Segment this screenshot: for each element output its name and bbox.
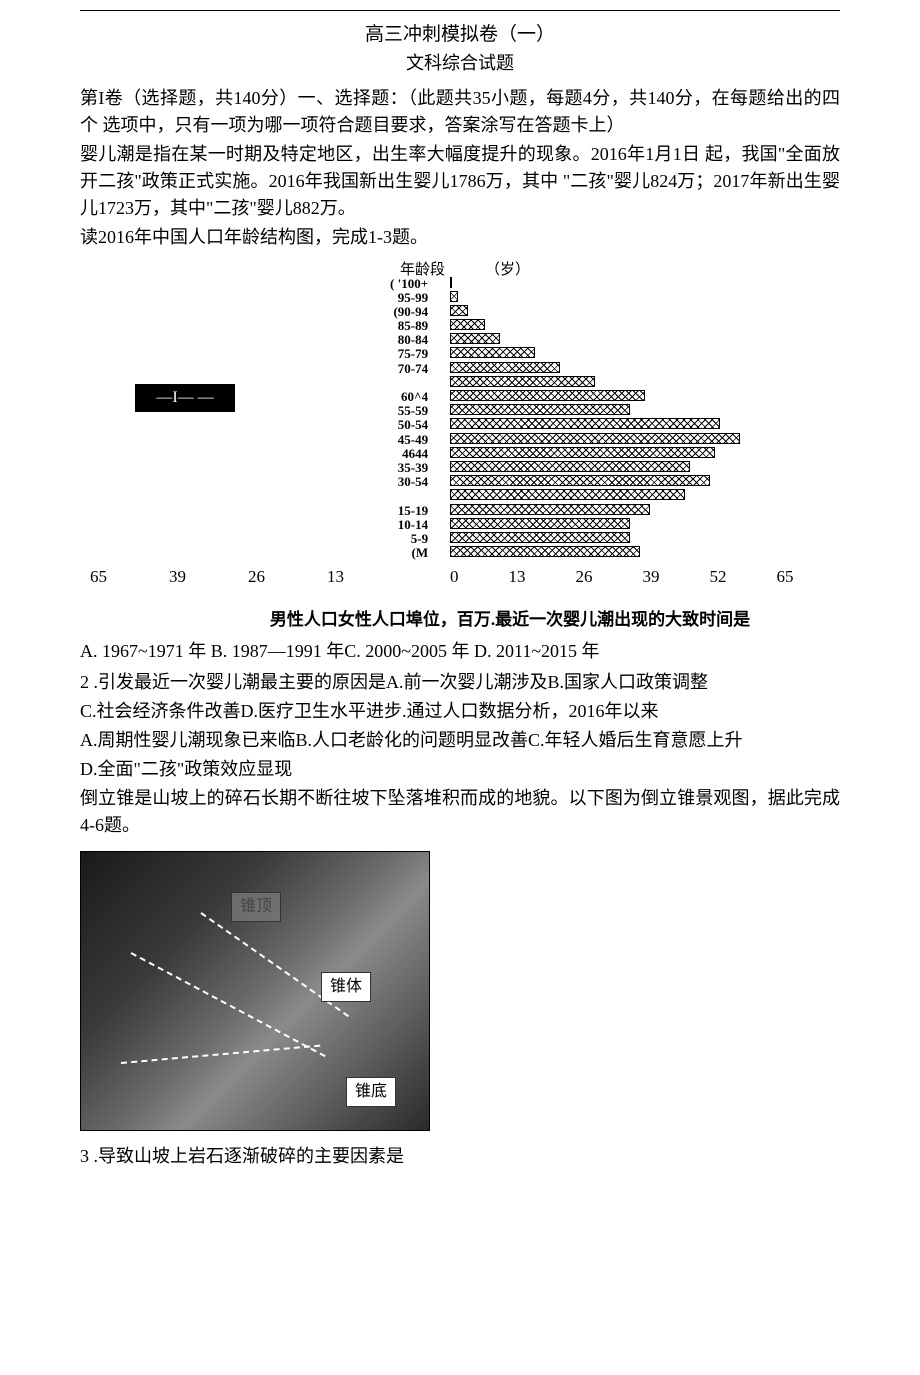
female-bar xyxy=(450,418,720,429)
population-chart: 年龄段 （岁） —I— — ( '100+95-99(90-9485-8980-… xyxy=(80,259,840,599)
age-label: 5-9 xyxy=(390,532,428,546)
age-label: 55-59 xyxy=(390,404,428,418)
female-bar xyxy=(450,447,715,458)
age-label: 50-54 xyxy=(390,418,428,432)
female-bar xyxy=(450,362,560,373)
cone-label-top: 锥顶 xyxy=(231,892,281,922)
x-tick: 52 xyxy=(710,564,727,590)
x-tick: 26 xyxy=(576,564,593,590)
q2-line2: C.社会经济条件改善D.医疗卫生水平进步.通过人口数据分析，2016年以来 xyxy=(80,698,840,725)
doc-title: 高三冲刺模拟卷（一） xyxy=(80,21,840,50)
age-label: 35-39 xyxy=(390,461,428,475)
female-bar xyxy=(450,404,630,415)
x-tick: 0 xyxy=(450,564,459,590)
instructions: 第I卷（选择题，共140分）一、选择题：（此题共35小题，每题4分，共140分，… xyxy=(80,85,840,139)
female-bars xyxy=(450,277,740,561)
x-tick: 65 xyxy=(90,564,107,590)
female-bar xyxy=(450,390,645,401)
x-axis: 65 39 26 13 0 13 26 39 52 65 xyxy=(90,564,830,590)
female-bar xyxy=(450,504,650,515)
x-tick: 39 xyxy=(643,564,660,590)
cone-photo-container: 锥顶 锥体 锥底 xyxy=(80,851,840,1131)
age-label: 45-49 xyxy=(390,433,428,447)
age-label: 15-19 xyxy=(390,504,428,518)
cone-label-mid: 锥体 xyxy=(321,972,371,1002)
passage2: 倒立锥是山坡上的碎石长期不断往坡下坠落堆积而成的地貌。以下图为倒立锥景观图，据此… xyxy=(80,785,840,839)
female-bar xyxy=(450,433,740,444)
female-bar xyxy=(450,475,710,486)
age-label xyxy=(390,376,428,390)
age-label: 80-84 xyxy=(390,333,428,347)
x-ticks-right: 0 13 26 39 52 65 xyxy=(450,564,794,590)
age-label: 95-99 xyxy=(390,291,428,305)
female-bar xyxy=(450,347,535,358)
age-label: 10-14 xyxy=(390,518,428,532)
age-label: ( '100+ xyxy=(390,277,428,291)
age-label: 85-89 xyxy=(390,319,428,333)
age-label: (90-94 xyxy=(390,305,428,319)
q2-line3: A.周期性婴儿潮现象已来临B.人口老龄化的问题明显改善C.年轻人婚后生育意愿上升 xyxy=(80,727,840,754)
cone-label-bottom: 锥底 xyxy=(346,1077,396,1107)
q2-line1: 2 .引发最近一次婴儿潮最主要的原因是A.前一次婴儿潮涉及B.国家人口政策调整 xyxy=(80,669,840,696)
cone-photo: 锥顶 锥体 锥底 xyxy=(80,851,430,1131)
age-label: 4644 xyxy=(390,447,428,461)
q2-line4: D.全面"二孩"政策效应显现 xyxy=(80,756,840,783)
female-bar xyxy=(450,532,630,543)
chart-caption: 男性人口女性人口埠位，百万.最近一次婴儿潮出现的大致时间是 xyxy=(80,607,840,633)
x-tick: 13 xyxy=(509,564,526,590)
female-bar xyxy=(450,461,690,472)
female-bar xyxy=(450,277,452,288)
age-group-labels: ( '100+95-99(90-9485-8980-8475-7970-74 60… xyxy=(390,277,428,561)
q1-options: A. 1967~1971 年 B. 1987—1991 年C. 2000~200… xyxy=(80,638,840,665)
x-tick: 26 xyxy=(248,564,265,590)
age-label: 30-54 xyxy=(390,475,428,489)
passage1-p1: 婴儿潮是指在某一时期及特定地区，出生率大幅度提升的现象。2016年1月1日 起，… xyxy=(80,141,840,222)
female-bar xyxy=(450,305,468,316)
age-label: 75-79 xyxy=(390,347,428,361)
female-bar xyxy=(450,291,458,302)
female-bar xyxy=(450,546,640,557)
doc-subtitle: 文科综合试题 xyxy=(80,50,840,77)
female-bar xyxy=(450,319,485,330)
age-label: 60^4 xyxy=(390,390,428,404)
x-tick: 13 xyxy=(327,564,344,590)
female-bar xyxy=(450,333,500,344)
x-ticks-left: 65 39 26 13 xyxy=(90,564,344,590)
q3: 3 .导致山坡上岩石逐渐破碎的主要因素是 xyxy=(80,1143,840,1170)
male-legend: —I— — xyxy=(135,384,235,412)
passage1-p2: 读2016年中国人口年龄结构图，完成1-3题。 xyxy=(80,224,840,251)
x-tick: 65 xyxy=(777,564,794,590)
x-tick: 39 xyxy=(169,564,186,590)
age-label xyxy=(390,489,428,503)
age-label: 70-74 xyxy=(390,362,428,376)
female-bar xyxy=(450,518,630,529)
age-label: (M xyxy=(390,546,428,560)
female-bar xyxy=(450,489,685,500)
female-bar xyxy=(450,376,595,387)
